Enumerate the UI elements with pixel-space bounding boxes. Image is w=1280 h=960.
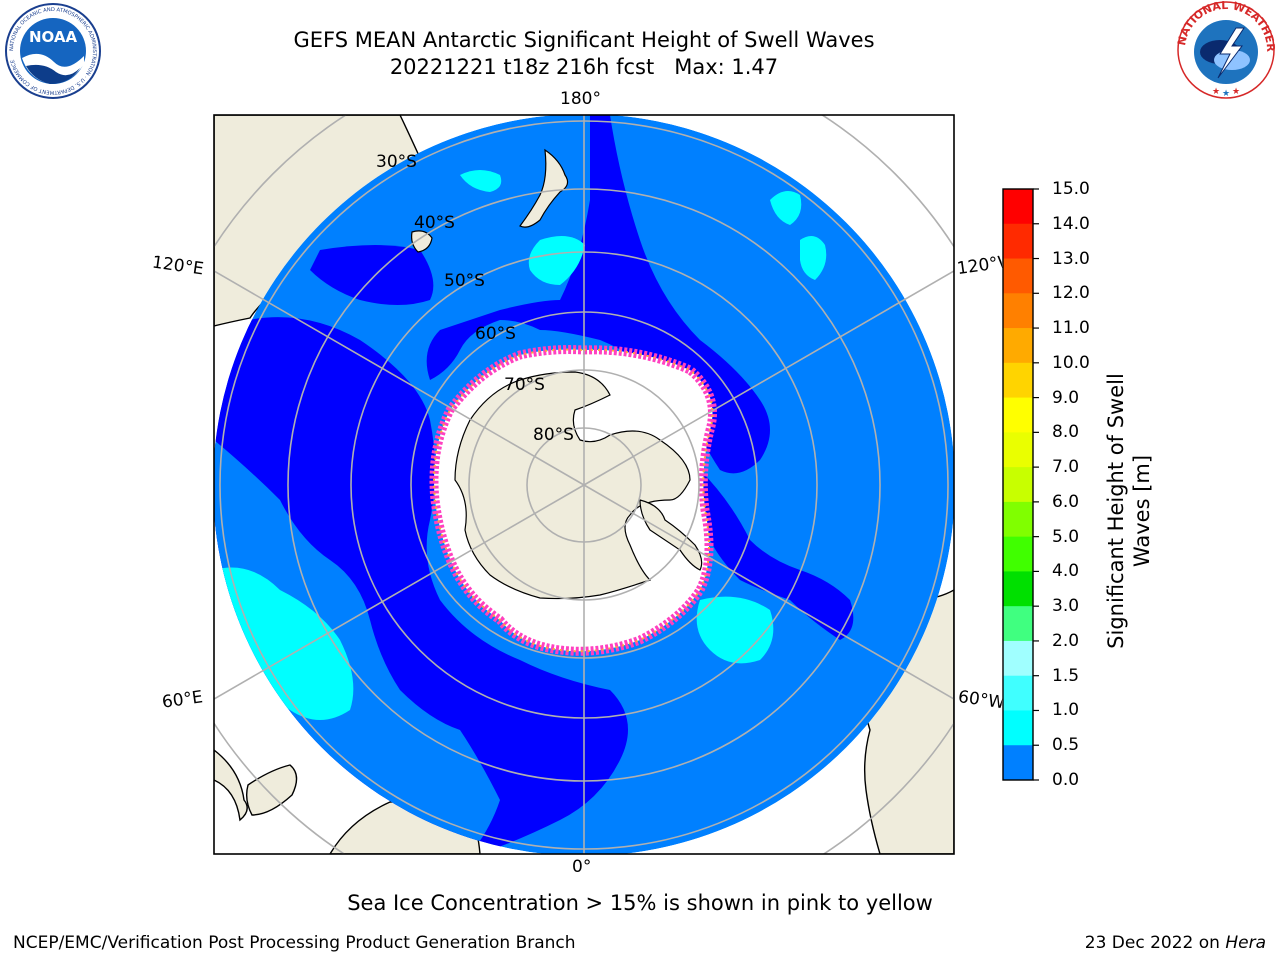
colorbar-tick-label: 12.0 [1052, 283, 1090, 304]
colorbar-segment [1003, 362, 1033, 399]
map-frame [213, 114, 955, 855]
colorbar-tick-label: 1.0 [1052, 700, 1080, 721]
land-madagascar-2 [245, 764, 298, 816]
colorbar-tick-label: 15.0 [1052, 179, 1090, 199]
svg-text:★: ★ [1232, 87, 1240, 97]
colorbar-tick-label: 9.0 [1052, 387, 1080, 408]
colorbar [1002, 188, 1039, 781]
colorbar-segment [1003, 675, 1033, 711]
nws-logo-icon: NATIONAL WEATHER SERVICE ★ ★ ★ [1176, 0, 1276, 99]
colorbar-segment [1003, 397, 1033, 433]
colorbar-segment [1003, 189, 1033, 225]
colorbar-tick-label: 6.0 [1052, 491, 1080, 512]
ocean-high-pac4 [460, 170, 502, 192]
colorbar-segment [1003, 536, 1033, 572]
footer-credit: NCEP/EMC/Verification Post Processing Pr… [13, 933, 576, 953]
colorbar-tick-label: 1.5 [1052, 665, 1080, 686]
ocean-high-atlantic [696, 596, 774, 664]
lat-label-50s: 50°S [444, 271, 485, 291]
lat-label-70s: 70°S [504, 375, 545, 395]
colorbar-segment [1003, 606, 1033, 642]
ocean-high-indian [214, 567, 354, 720]
colorbar-tick-label: 13.0 [1052, 248, 1090, 269]
chart-subtitle: 20221221 t18z 216h fcst Max: 1.47 [389, 55, 779, 79]
ocean-high-pac1 [528, 236, 585, 285]
colorbar-segment [1003, 258, 1033, 294]
colorbar-title: Significant Height of Swell Waves [m] [1104, 373, 1154, 649]
colorbar-tick-label: 3.0 [1052, 596, 1080, 617]
lon-label-180: 180° [560, 89, 601, 109]
land-madagascar [214, 749, 248, 822]
sea-ice-note: Sea Ice Concentration > 15% is shown in … [347, 891, 933, 915]
colorbar-tick-label: 5.0 [1052, 526, 1080, 547]
colorbar-segment [1003, 640, 1033, 677]
graticule [214, 115, 954, 854]
colorbar-tick-label: 7.0 [1052, 457, 1080, 478]
ocean-low-pacific [310, 245, 434, 305]
chart-title: GEFS MEAN Antarctic Significant Height o… [293, 28, 875, 52]
lat-label-80s: 80°S [533, 425, 574, 445]
colorbar-segment [1003, 432, 1033, 468]
colorbar-segment [1003, 223, 1033, 260]
svg-text:★: ★ [1212, 87, 1220, 97]
ocean-high-pac2 [800, 236, 827, 280]
lat-label-30s: 30°S [376, 152, 417, 172]
colorbar-tick-label: 11.0 [1052, 318, 1090, 339]
colorbar-segment [1003, 293, 1033, 329]
footer-date: 23 Dec 2022 on Hera [1084, 933, 1266, 953]
colorbar-tick-label: 0.5 [1052, 735, 1080, 756]
colorbar-tick-label: 4.0 [1052, 561, 1080, 582]
colorbar-tick-label: 10.0 [1052, 352, 1090, 373]
svg-text:★: ★ [1222, 89, 1230, 99]
colorbar-segment [1003, 328, 1033, 364]
colorbar-tick-label: 8.0 [1052, 422, 1080, 443]
noaa-logo-icon: NATIONAL OCEANIC AND ATMOSPHERIC ADMINIS… [5, 3, 101, 99]
land-new-zealand [519, 148, 569, 228]
colorbar-segment [1003, 571, 1033, 607]
lat-label-40s: 40°S [414, 213, 455, 233]
ocean-low-drake [700, 470, 854, 640]
lat-label-60s: 60°S [475, 324, 516, 344]
colorbar-segment [1003, 501, 1033, 538]
svg-text:NOAA: NOAA [29, 28, 78, 46]
land-antarctica [454, 371, 691, 600]
colorbar-segment [1003, 467, 1033, 503]
colorbar-tick-label: 0.0 [1052, 770, 1080, 790]
colorbar-tick-label: 14.0 [1052, 213, 1090, 234]
footer-machine: Hera [1225, 933, 1266, 953]
colorbar-tick-label: 2.0 [1052, 630, 1080, 651]
colorbar-segment [1003, 710, 1033, 746]
colorbar-segment [1003, 745, 1033, 781]
ocean-high-pac3 [770, 191, 802, 225]
lon-label-0: 0° [572, 857, 592, 877]
colorbar-frame [1002, 188, 1034, 781]
